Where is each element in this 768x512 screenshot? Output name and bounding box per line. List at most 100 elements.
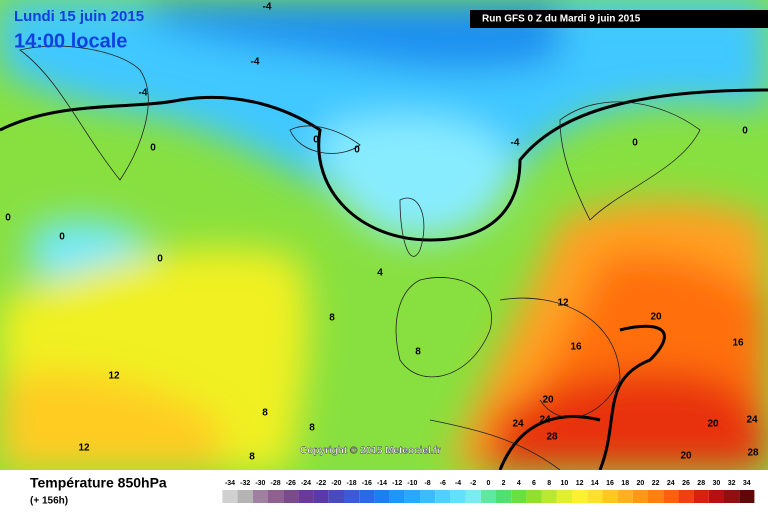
scale-swatch	[359, 490, 375, 503]
contour-label: -4	[139, 88, 148, 99]
scale-swatch	[632, 490, 648, 503]
scale-label: -2	[470, 480, 476, 487]
scale-label: -18	[347, 480, 357, 487]
scale-label: 26	[682, 480, 690, 487]
legend-subtitle: (+ 156h)	[30, 496, 68, 507]
contour-label: 24	[512, 419, 524, 430]
contour-label: 0	[313, 135, 319, 146]
scale-swatch	[374, 490, 390, 503]
scale-swatch	[328, 490, 344, 503]
scale-label: -6	[440, 480, 446, 487]
scale-label: 16	[606, 480, 614, 487]
scale-label: -26	[286, 480, 296, 487]
contour-label: 8	[415, 347, 421, 358]
scale-swatch	[572, 490, 588, 503]
contour-label: 24	[746, 415, 758, 426]
scale-swatch	[313, 490, 329, 503]
scale-swatch	[480, 490, 496, 503]
scale-label: -22	[316, 480, 326, 487]
scale-label: -28	[271, 480, 281, 487]
scale-label: -30	[255, 480, 265, 487]
scale-label: -14	[377, 480, 387, 487]
scale-swatch	[496, 490, 512, 503]
scale-label: -16	[362, 480, 372, 487]
scale-label: 14	[591, 480, 599, 487]
run-box	[470, 10, 768, 28]
contour-label: 16	[570, 342, 582, 353]
scale-label: -32	[240, 480, 250, 487]
time-label: 14:00 locale	[14, 30, 127, 52]
contour-label: 28	[546, 432, 558, 443]
scale-label: 24	[667, 480, 675, 487]
scale-label: -24	[301, 480, 311, 487]
scale-label: 0	[486, 480, 490, 487]
scale-swatch	[389, 490, 405, 503]
contour-label: 0	[5, 213, 11, 224]
scale-label: -34	[225, 480, 235, 487]
contour-label: 20	[542, 395, 554, 406]
scale-label: 22	[652, 480, 660, 487]
contour-label: 12	[78, 443, 90, 454]
scale-swatch	[739, 490, 755, 503]
scale-swatch	[541, 490, 557, 503]
scale-swatch	[648, 490, 664, 503]
scale-swatch	[344, 490, 360, 503]
scale-swatch	[268, 490, 284, 503]
contour-label: 20	[680, 451, 692, 462]
contour-label: 24	[539, 415, 551, 426]
scale-swatch	[252, 490, 268, 503]
copyright: Copyright © 2015 Meteociel.fr	[300, 446, 441, 457]
contour-label: -4	[263, 2, 272, 13]
scale-swatch	[617, 490, 633, 503]
scale-label: -4	[455, 480, 461, 487]
scale-label: 30	[713, 480, 721, 487]
scale-label: -8	[424, 480, 430, 487]
contour-label: 4	[377, 268, 383, 279]
temperature-field	[0, 0, 768, 471]
scale-label: 8	[547, 480, 551, 487]
contour-label: 12	[108, 371, 120, 382]
contour-label: 28	[747, 448, 759, 459]
scale-label: 32	[728, 480, 736, 487]
contour-label: -4	[511, 138, 520, 149]
contour-label: 0	[354, 145, 360, 156]
scale-swatch	[663, 490, 679, 503]
scale-label: 20	[637, 480, 645, 487]
scale-label: 28	[697, 480, 705, 487]
contour-labels: -4 -4 -4 -4 0 0 0 0 0 0 0 0 4 8 8 8 8 8 12 12 12 16 16 20 20 20 20…	[5, 2, 759, 463]
scale-label: 4	[517, 480, 521, 487]
scale-swatch	[587, 490, 603, 503]
contour-label: 0	[632, 138, 638, 149]
scale-swatch	[526, 490, 542, 503]
scale-swatch	[511, 490, 527, 503]
contour-label: 8	[309, 423, 315, 434]
scale-swatch	[222, 490, 238, 503]
scale-swatch	[465, 490, 481, 503]
scale-label: -20	[331, 480, 341, 487]
legend-title: Température 850hPa	[30, 475, 167, 491]
scale-label: 6	[532, 480, 536, 487]
scale-label: 34	[743, 480, 751, 487]
scale-swatch	[404, 490, 420, 503]
contour-label: 0	[59, 232, 65, 243]
scale-swatch	[556, 490, 572, 503]
scale-label: 10	[561, 480, 569, 487]
scale-label: 12	[576, 480, 584, 487]
scale-label: -10	[407, 480, 417, 487]
contour-label: 8	[262, 408, 268, 419]
run-label: Run GFS 0 Z du Mardi 9 juin 2015	[482, 14, 641, 25]
scale-swatch	[450, 490, 466, 503]
contour-label: 20	[650, 312, 662, 323]
contour-label: 12	[557, 298, 569, 309]
scale-swatch	[237, 490, 253, 503]
scale-swatch	[298, 490, 314, 503]
contour-label: -4	[251, 57, 260, 68]
contour-label: 16	[732, 338, 744, 349]
scale-label: 2	[502, 480, 506, 487]
scale-swatch	[678, 490, 694, 503]
scale-swatch	[435, 490, 451, 503]
scale-swatch	[708, 490, 724, 503]
contour-label: 8	[329, 313, 335, 324]
scale-label: -12	[392, 480, 402, 487]
contour-label: 0	[742, 126, 748, 137]
